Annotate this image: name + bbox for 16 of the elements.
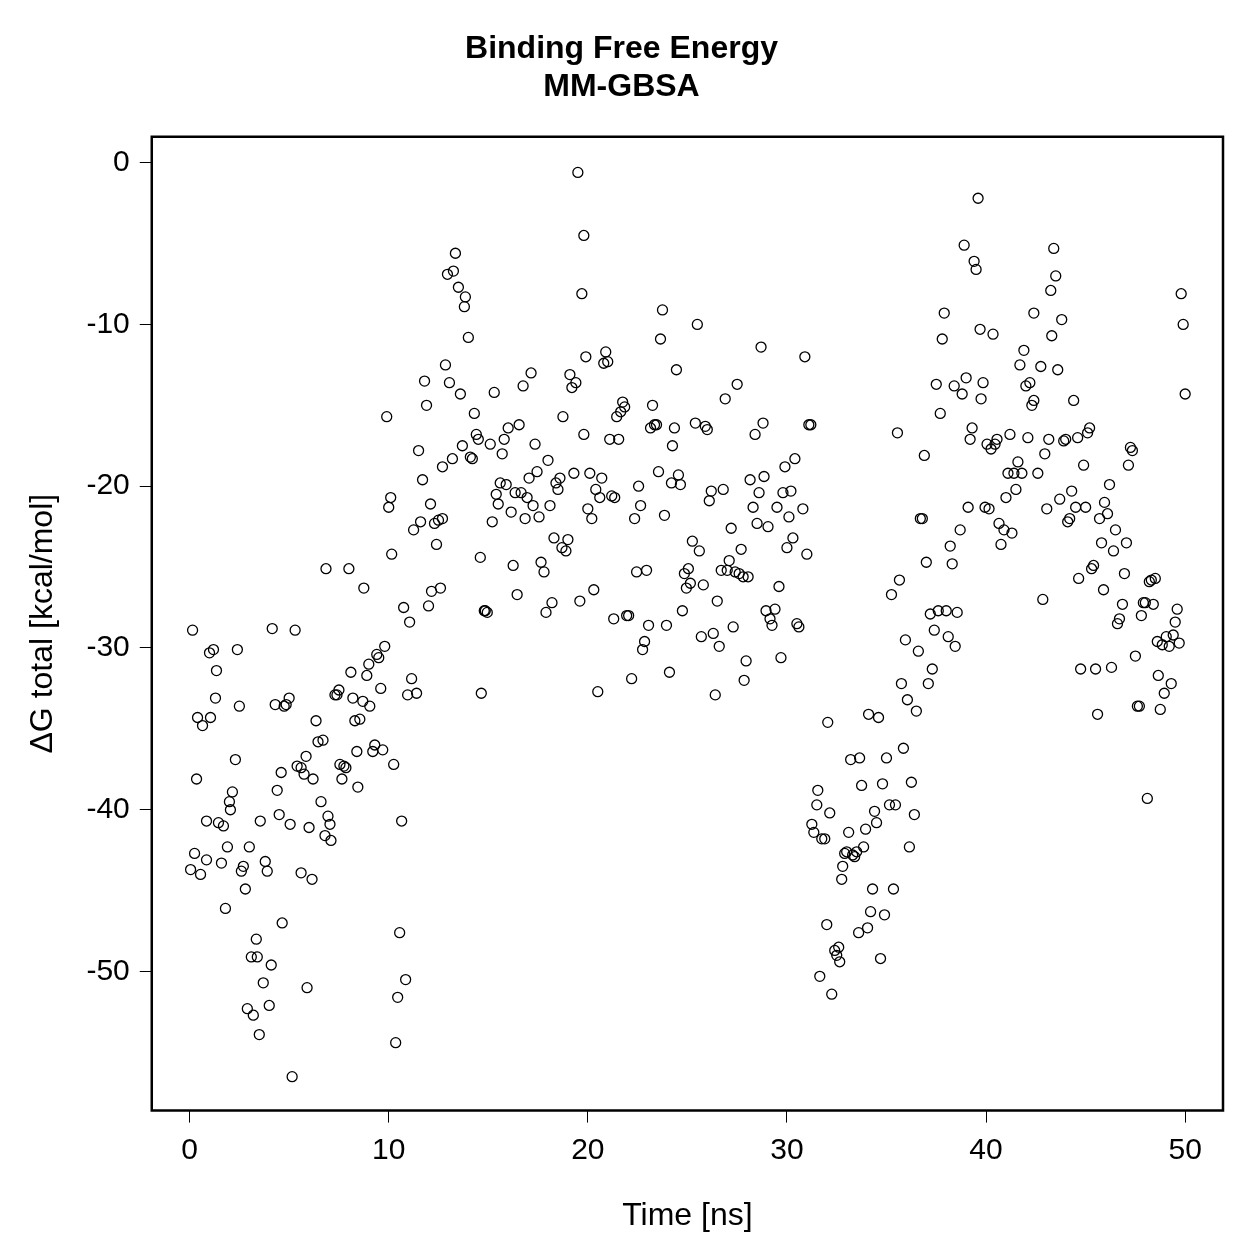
y-tick-label: 0 (113, 143, 130, 177)
y-tick-label: -50 (86, 952, 130, 986)
x-tick-label: 40 (969, 1131, 1003, 1165)
x-tick-label: 50 (1168, 1131, 1202, 1165)
chart-subtitle: MM-GBSA (543, 67, 700, 104)
y-tick-label: -10 (86, 305, 130, 339)
chart-title: Binding Free Energy (465, 29, 779, 66)
x-axis-title: Time [ns] (622, 1195, 753, 1232)
x-tick-label: 30 (770, 1131, 804, 1165)
y-tick-label: -20 (86, 467, 130, 501)
x-tick-label: 0 (181, 1131, 198, 1165)
y-tick-label: -30 (86, 629, 130, 663)
y-axis-title: ΔG total [kcal/mol] (23, 493, 60, 754)
y-tick-label: -40 (86, 790, 130, 824)
x-tick-label: 20 (571, 1131, 605, 1165)
x-tick-label: 10 (372, 1131, 406, 1165)
